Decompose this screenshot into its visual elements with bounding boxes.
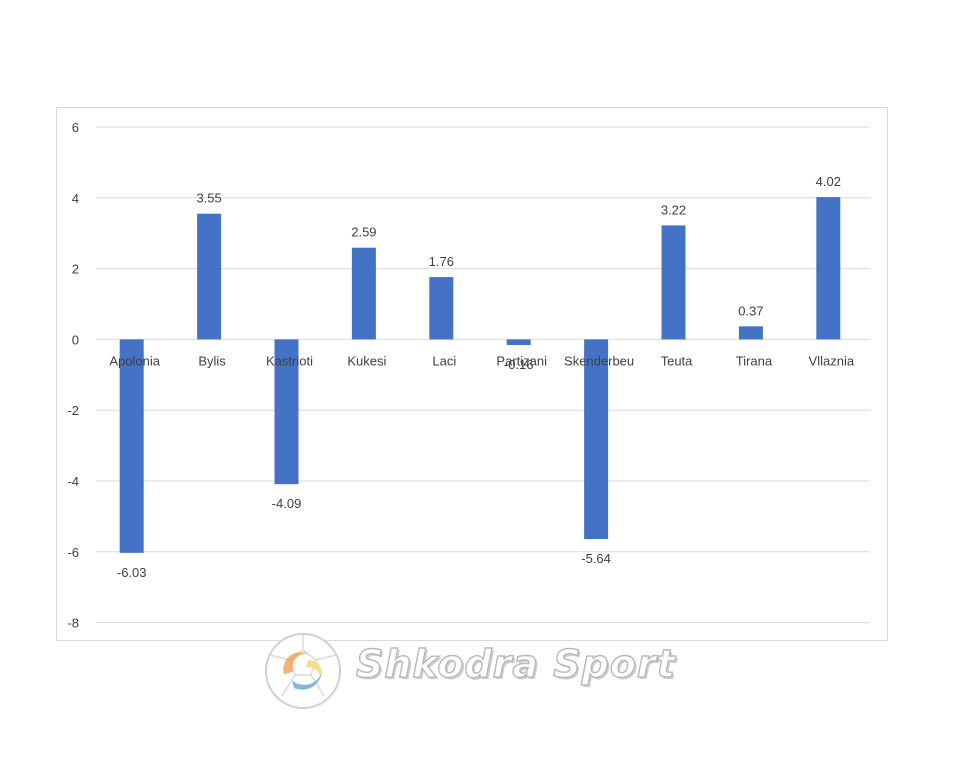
category-label: Teuta: [661, 353, 694, 368]
y-tick-label: 4: [72, 191, 79, 206]
bar-kukesi: [351, 247, 376, 340]
y-axis-ticks: 6 4 2 0 -2 -4 -6 -8: [67, 120, 79, 631]
category-label: Laci: [432, 353, 456, 368]
y-tick-label: 6: [72, 120, 79, 135]
category-label: Kastrioti: [266, 353, 313, 368]
data-label: 3.55: [196, 191, 221, 206]
watermark-text: Shkodra Sport: [355, 641, 676, 686]
category-label: Vllaznia: [809, 353, 855, 368]
bar-laci: [429, 277, 454, 340]
category-label: Partizani: [496, 353, 547, 368]
gridlines: [96, 126, 870, 624]
data-label: -4.09: [272, 496, 302, 511]
bar-apolonia: [119, 339, 144, 553]
category-labels: Apolonia Bylis Kastrioti Kukesi Laci Partizan…: [109, 353, 854, 368]
y-tick-label: -8: [67, 616, 79, 631]
category-label: Skenderbeu: [564, 353, 634, 368]
y-tick-label: -4: [67, 474, 79, 489]
bar-skenderbeu: [584, 339, 609, 540]
data-label: -5.64: [581, 551, 611, 566]
bar-teuta: [661, 225, 686, 340]
bars: [119, 197, 841, 553]
category-label: Bylis: [198, 353, 226, 368]
data-label: 2.59: [351, 225, 376, 240]
bar-kastrioti: [274, 339, 299, 485]
data-label: 0.37: [738, 303, 763, 318]
data-label: 1.76: [429, 254, 454, 269]
data-label: -6.03: [117, 565, 147, 580]
bar-vllaznia: [816, 197, 841, 340]
category-label: Apolonia: [109, 353, 160, 368]
watermark: Shkodra Sport: [262, 630, 702, 712]
data-label: 3.22: [661, 202, 686, 217]
bar-partizani: [506, 339, 531, 346]
data-label: 4.02: [816, 174, 841, 189]
category-label: Kukesi: [347, 353, 386, 368]
bar-tirana: [738, 326, 763, 340]
y-tick-label: -6: [67, 545, 79, 560]
y-tick-label: -2: [67, 403, 79, 418]
bar-bylis: [197, 213, 222, 340]
y-tick-label: 0: [72, 332, 79, 347]
category-label: Tirana: [736, 353, 773, 368]
data-labels: -6.03 3.55 -4.09 2.59 1.76 -0.16 -5.64 3.22 0.37…: [117, 174, 841, 580]
soccer-ball-logo-icon: [265, 633, 341, 709]
data-label: -0.16: [504, 357, 534, 372]
y-tick-label: 2: [72, 262, 79, 277]
